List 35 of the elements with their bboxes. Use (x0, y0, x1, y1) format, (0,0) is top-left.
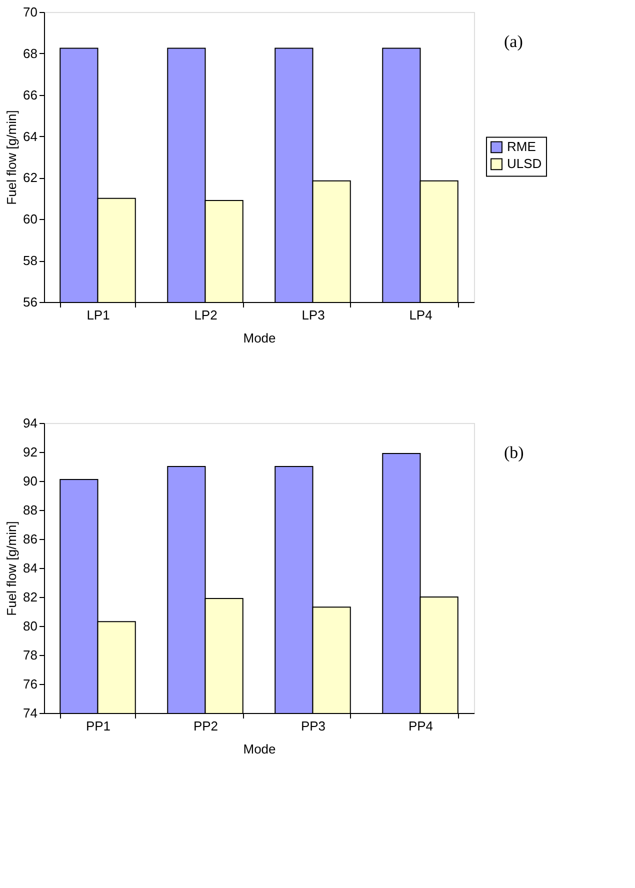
y-tick-label: 56 (23, 294, 38, 310)
x-tick-label: LP2 (194, 308, 218, 322)
text: (a) (504, 32, 523, 51)
y-tick-label: 76 (23, 676, 38, 692)
y-tick-label: 60 (23, 212, 38, 227)
text: (b) (504, 443, 524, 462)
x-tick-label: PP2 (193, 718, 218, 734)
y-tick-label: 86 (23, 532, 38, 546)
y-tick-label: 62 (23, 170, 38, 186)
y-tick-label: 94 (23, 416, 38, 430)
x-tick-label: PP3 (300, 718, 326, 734)
x-axis-title: Mode (243, 742, 276, 756)
x-axis-title: Mode (243, 330, 276, 346)
y-tick-label: 78 (23, 648, 38, 662)
y-tick-label: 66 (23, 87, 38, 102)
y-tick-label: 82 (23, 590, 38, 604)
x-tick-label: LP3 (302, 308, 325, 322)
x-tick-label: PP1 (86, 718, 111, 734)
y-tick-label: 74 (23, 706, 38, 720)
legend-label: RME (507, 139, 536, 154)
x-tick-label: LP1 (86, 308, 110, 322)
legend-label: ULSD (507, 156, 542, 172)
y-axis-title: Fuel flow [g/min] (4, 110, 20, 205)
y-axis-title: Fuel flow [g/min] (4, 521, 20, 616)
y-tick-label: 64 (23, 128, 38, 144)
y-tick-label: 58 (23, 253, 38, 268)
y-tick-label: 88 (23, 502, 38, 518)
x-tick-label: LP4 (409, 308, 432, 322)
y-tick-label: 92 (23, 444, 38, 460)
y-tick-label: 84 (23, 560, 38, 576)
x-tick-label: PP4 (408, 718, 434, 734)
y-tick-label: 90 (23, 474, 38, 488)
y-tick-label: 68 (23, 46, 38, 61)
y-tick-label: 80 (23, 618, 38, 634)
y-tick-label: 70 (23, 4, 38, 20)
